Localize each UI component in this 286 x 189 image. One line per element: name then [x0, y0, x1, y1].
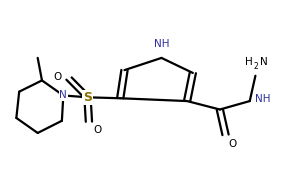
- Text: NH: NH: [154, 40, 169, 50]
- Text: 2: 2: [254, 62, 259, 71]
- Text: NH: NH: [255, 94, 271, 104]
- Text: S: S: [83, 91, 92, 104]
- Text: O: O: [229, 139, 237, 149]
- Text: N: N: [59, 91, 67, 100]
- Text: O: O: [93, 125, 102, 135]
- Text: N: N: [260, 57, 267, 67]
- Text: O: O: [54, 72, 62, 82]
- Text: H: H: [245, 57, 253, 67]
